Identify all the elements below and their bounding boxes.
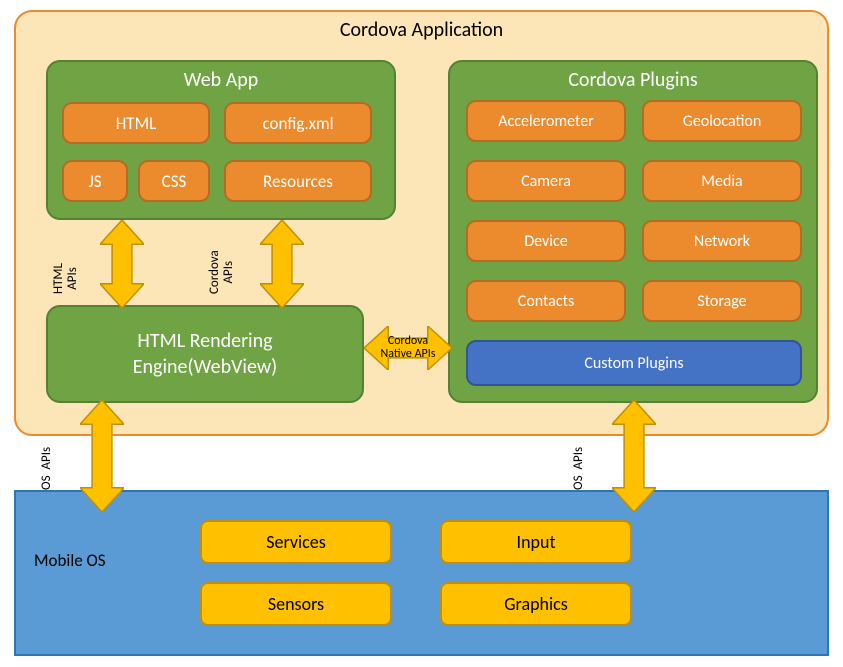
plugin-item-2: Camera [466,160,626,202]
arrow-html-apis [100,220,144,308]
label-cordova-apis: Cordova APIs [208,250,237,294]
plugin-item-0: Accelerometer [466,100,626,142]
os-item-1: Input [440,520,632,564]
rendering-engine-label: HTML Rendering Engine(WebView) [133,328,277,380]
plugin-item-7: Storage [642,280,802,322]
label-cordova-native: CordovaNative APIs [373,335,443,361]
os-item-0: Services [200,520,392,564]
plugin-item-6: Contacts [466,280,626,322]
plugin-item-3: Media [642,160,802,202]
plugin-item-4: Device [466,220,626,262]
plugin-item-5: Network [642,220,802,262]
plugin-item-1: Geolocation [642,100,802,142]
engine-line1: HTML Rendering [137,329,272,353]
cordova-application-title: Cordova Application [16,18,827,42]
custom-plugins-box: Custom Plugins [466,340,802,386]
webapp-item-0: HTML [62,102,210,144]
webapp-item-4: Resources [224,160,372,202]
arrow-os-apis-right [612,400,656,512]
engine-line2: Engine(WebView) [133,355,277,379]
label-html-apis: HTML APIs [52,263,81,294]
label-os-apis-left: OS APIs [40,447,54,490]
os-item-2: Sensors [200,582,392,626]
mobile-os-container: Mobile OS [14,490,829,656]
arrow-cordova-apis [260,220,304,308]
label-os-apis-right: OS APIs [572,447,586,490]
rendering-engine-container: HTML Rendering Engine(WebView) [46,305,364,403]
os-item-3: Graphics [440,582,632,626]
webapp-item-1: config.xml [224,102,372,144]
arrow-os-apis-left [80,400,124,512]
webapp-item-2: JS [62,160,128,202]
mobile-os-label: Mobile OS [34,550,106,571]
cordova-plugins-title: Cordova Plugins [450,68,816,92]
webapp-item-3: CSS [138,160,210,202]
web-app-title: Web App [48,68,394,92]
